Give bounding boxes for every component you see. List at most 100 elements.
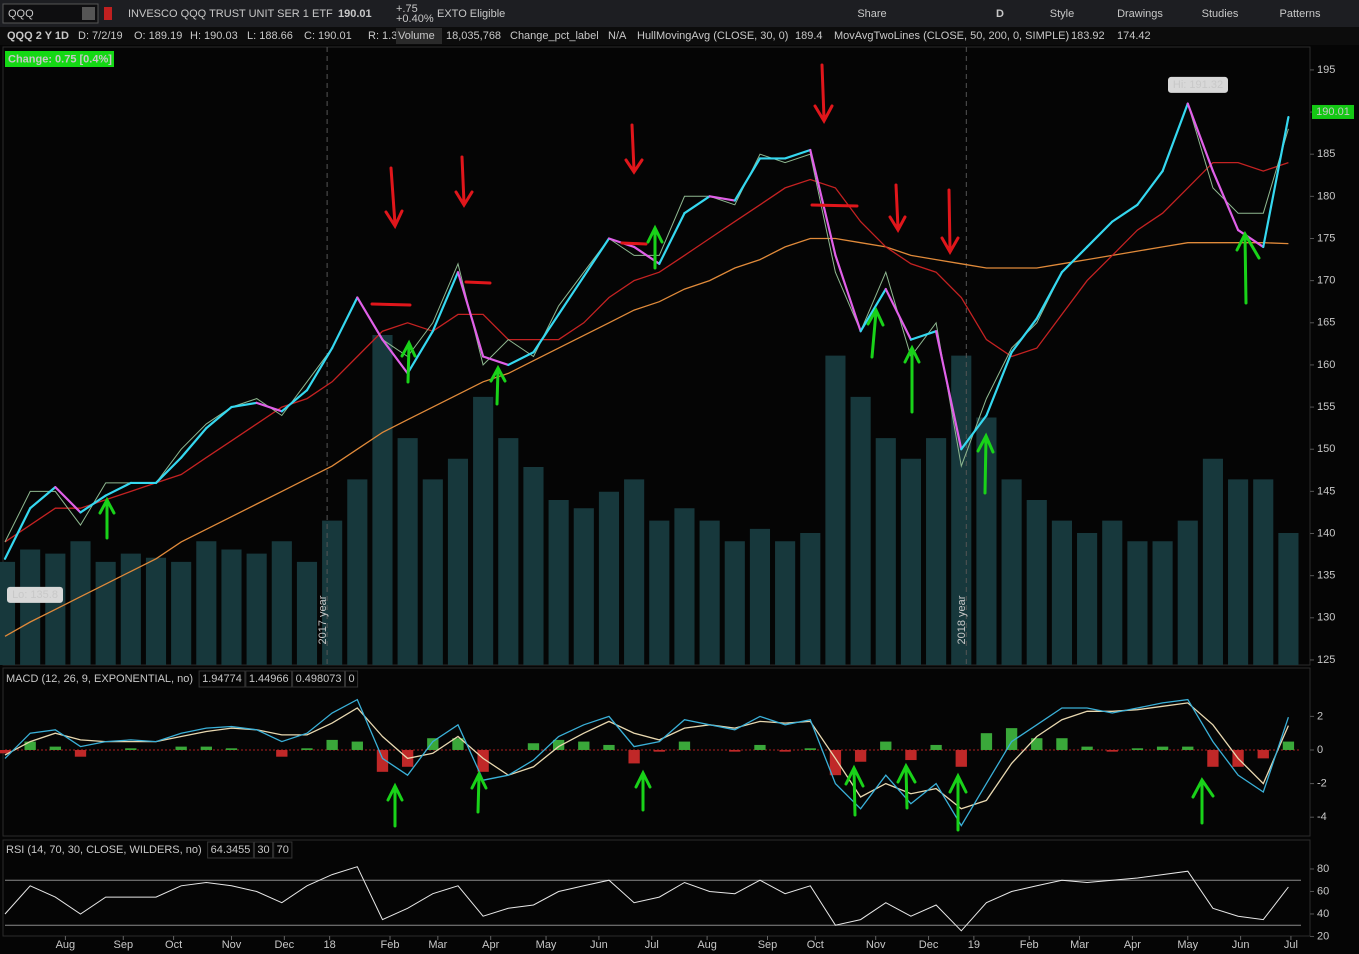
y-tick-label: 135 [1317, 570, 1335, 582]
up-arrow [844, 764, 865, 817]
hull-segment [884, 287, 913, 341]
header-item: R: 1.37 [368, 30, 403, 42]
histogram-bar [175, 746, 187, 750]
y-tick-label: 195 [1317, 64, 1335, 76]
volume-bar [976, 417, 997, 665]
volume-bar [749, 528, 771, 665]
last-price: 190.01 [338, 8, 372, 20]
volume-bar [70, 541, 91, 665]
hull-segment [733, 157, 762, 202]
volume-bar [1127, 541, 1148, 665]
volume-bar [900, 458, 922, 665]
histogram-bar [477, 749, 489, 772]
header-item: L: 188.66 [247, 30, 293, 42]
readout-box [198, 670, 246, 688]
volume-bar [1077, 533, 1098, 665]
year-label: 2018 year [956, 595, 968, 644]
symbol[interactable]: QQQ [8, 8, 34, 20]
volume-bar [548, 500, 569, 665]
hull-segment [507, 351, 535, 367]
x-tick-label: 19 [968, 939, 980, 951]
histogram-bar [628, 749, 640, 764]
volume-bar [1102, 520, 1123, 665]
x-tick-label: Jun [590, 939, 608, 951]
y-tick-label: 175 [1317, 232, 1335, 244]
toolbar-button[interactable]: Share [857, 8, 886, 20]
toolbar-button[interactable]: Style [1050, 8, 1074, 20]
x-tick-label: Apr [1124, 939, 1141, 951]
change-badge [5, 51, 114, 67]
toolbar-button[interactable]: Drawings [1117, 8, 1163, 20]
header-item: HullMovingAvg (CLOSE, 30, 0) [637, 30, 788, 42]
up-arrow [976, 432, 995, 495]
histogram-bar [200, 746, 212, 750]
histogram-bar [74, 749, 87, 757]
y-tick-label: -2 [1317, 777, 1327, 789]
volume-bar [598, 491, 620, 665]
histogram-bar [552, 739, 565, 750]
symbol-box[interactable] [2, 3, 99, 24]
volume-bar [699, 520, 720, 665]
volume-bar [573, 508, 594, 665]
hull-segment [985, 351, 1013, 417]
hull-segment [305, 346, 334, 392]
volume-bar [145, 557, 167, 665]
volume-bar [926, 438, 947, 665]
header-item: O: 189.19 [134, 30, 182, 42]
toolbar-button[interactable]: Studies [1202, 8, 1239, 20]
y-tick-label: 160 [1317, 359, 1335, 371]
description: INVESCO QQQ TRUST UNIT SER 1 ETF [128, 8, 333, 20]
y-tick-label: 130 [1317, 612, 1335, 624]
header-item: 183.92 [1071, 30, 1105, 42]
histogram-bar [527, 743, 540, 750]
symbol-dropdown[interactable] [82, 7, 95, 20]
volume-bar [347, 479, 368, 665]
header-item: Volume [398, 30, 435, 42]
volume-bar [447, 458, 469, 665]
y-tick-label: -4 [1317, 811, 1327, 823]
toolbar-button[interactable]: D [996, 8, 1004, 20]
hull-segment [205, 405, 233, 430]
up-arrow [400, 339, 417, 384]
change-label: Change: 0.75 [0.4%] [8, 53, 112, 65]
study-title: RSI (14, 70, 30, CLOSE, WILDERS, no) [6, 844, 202, 856]
y-tick-label: 170 [1317, 275, 1335, 287]
toolbar-button[interactable]: Patterns [1280, 8, 1321, 20]
hull-segment [683, 195, 711, 215]
up-arrow [646, 224, 664, 270]
histogram-bar [1131, 748, 1144, 750]
header-item: N/A [608, 30, 627, 42]
hull-segment [532, 313, 560, 354]
histogram-bar [578, 741, 590, 750]
volume-bar [246, 553, 267, 665]
volume-bar [825, 355, 846, 665]
histogram-bar [729, 749, 741, 752]
volume-bar [1051, 520, 1072, 665]
hull-segment [1060, 245, 1089, 274]
x-tick-label: Jul [645, 939, 659, 951]
readout-box [245, 670, 293, 688]
study-header [0, 27, 1359, 45]
up-arrow [470, 770, 488, 814]
x-tick-label: Dec [275, 939, 295, 951]
volume-bar [120, 553, 141, 665]
volume-bar [171, 561, 192, 665]
histogram-bar [1156, 746, 1169, 750]
volume-bar [800, 533, 821, 665]
study-readout: 1.94774 [202, 673, 242, 685]
hull-segment [859, 287, 887, 333]
volume-bar [523, 467, 544, 665]
green-arrows [98, 224, 1261, 832]
volume-bar [1202, 458, 1223, 665]
hull-segment [1262, 116, 1290, 249]
y-tick-label: 20 [1317, 930, 1329, 942]
header-item: D: 7/2/19 [78, 30, 123, 42]
hull-segment [582, 237, 611, 278]
histogram-bar [351, 741, 363, 750]
close-line [4, 102, 1289, 543]
study-readout: 0 [349, 673, 355, 685]
x-tick-label: Mar [1070, 939, 1089, 951]
signal-line [4, 702, 1289, 810]
hull-segment [557, 275, 585, 316]
